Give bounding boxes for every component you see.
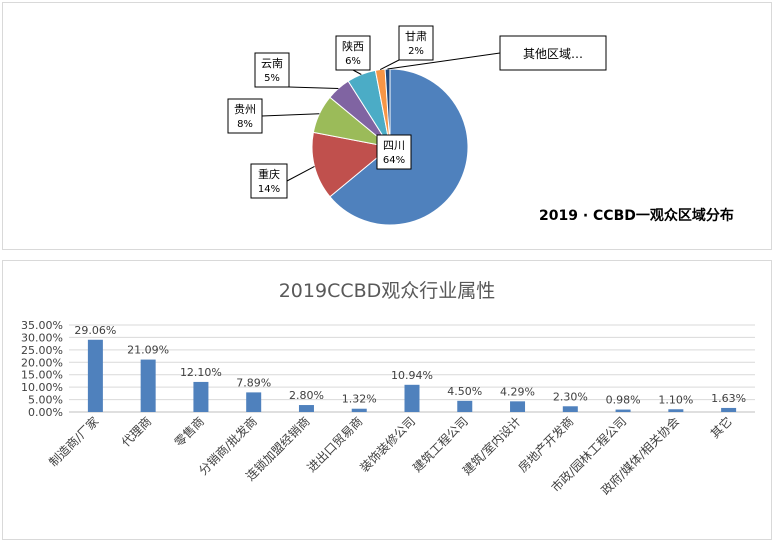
y-tick-label: 20.00% [21, 356, 63, 369]
bar-chart: 2019CCBD观众行业属性 0.00%5.00%10.00%15.00%20.… [21, 280, 755, 498]
bar-value-label: 1.32% [342, 393, 377, 406]
pie-label-value-陕西: 6% [345, 56, 361, 67]
bar-value-label: 0.98% [606, 394, 641, 407]
bar-value-label: 7.89% [236, 376, 271, 389]
pie-label-name-贵州: 贵州 [234, 103, 256, 116]
pie-label-value-重庆: 14% [258, 184, 280, 195]
bar-value-label: 1.10% [658, 393, 693, 406]
x-tick-label: 装饰装修公司 [357, 414, 419, 476]
pie-leader-line-云南 [288, 86, 339, 89]
pie-label-name-重庆: 重庆 [258, 167, 280, 181]
bar-value-label: 12.10% [180, 366, 222, 379]
pie-label-name-陕西: 陕西 [342, 39, 364, 53]
pie-label-name-云南: 云南 [261, 57, 283, 70]
y-tick-label: 10.00% [21, 381, 63, 394]
bar-value-label: 1.63% [711, 392, 746, 405]
y-tick-label: 0.00% [28, 406, 63, 419]
pie-label-box-其他区域- [499, 35, 607, 71]
pie-label-value-四川: 64% [383, 155, 405, 166]
bar-进出口贸易商 [351, 408, 367, 412]
pie-label-name-其他区域-: 其他区域… [523, 47, 583, 61]
pie-label-value-云南: 5% [264, 73, 280, 84]
bar-建筑-室内设计 [510, 401, 526, 412]
pie-chart-title: 2019 · CCBD一观众区域分布 [539, 207, 734, 224]
bar-建筑工程公司 [457, 400, 473, 412]
x-tick-label: 进出口贸易商 [304, 414, 366, 476]
y-tick-label: 15.00% [21, 369, 63, 382]
pie-leader-line-陕西 [352, 69, 362, 75]
pie-leader-line-重庆 [286, 165, 315, 182]
bar-市政-园林工程公司 [615, 409, 631, 412]
pie-chart: 四川 64% 重庆 14% 贵州 8% 云南 5% 陕西 6% 甘肃 2% 其他区域… 2019 · C… [227, 25, 734, 226]
bar-chart-title: 2019CCBD观众行业属性 [279, 280, 496, 302]
bar-政府-媒体-相关协会 [668, 409, 684, 412]
pie-label-value-甘肃: 2% [408, 46, 424, 57]
x-tick-label: 零售商 [171, 414, 207, 450]
bar-代理商 [140, 359, 156, 412]
x-tick-label: 其它 [707, 414, 735, 442]
pie-label-value-贵州: 8% [237, 119, 253, 130]
bar-value-label: 29.06% [74, 324, 116, 337]
pie-chart-panel: 四川 64% 重庆 14% 贵州 8% 云南 5% 陕西 6% 甘肃 2% 其他区域… 2019 · C… [2, 2, 772, 250]
y-tick-label: 25.00% [21, 344, 63, 357]
bar-value-label: 2.30% [553, 390, 588, 403]
bar-value-label: 2.80% [289, 389, 324, 402]
x-tick-label: 代理商 [118, 414, 154, 450]
pie-leader-line-其他区域- [387, 52, 501, 70]
pie-label-box-贵州 [227, 98, 263, 134]
x-tick-label: 制造商/厂家 [46, 414, 102, 470]
y-tick-label: 30.00% [21, 331, 63, 344]
bar-装饰装修公司 [404, 384, 420, 412]
bar-value-label: 21.09% [127, 344, 169, 357]
pie-label-box-云南 [254, 52, 290, 88]
pie-label-name-四川: 四川 [383, 139, 405, 152]
pie-leader-line-贵州 [261, 113, 320, 117]
bar-其它 [721, 407, 737, 412]
pie-label-box-陕西 [335, 35, 371, 71]
bar-value-label: 10.94% [391, 369, 433, 382]
bar-chart-panel: 2019CCBD观众行业属性 0.00% 5.00% 10.00% 15.00% 20.… [2, 260, 772, 540]
pie-label-box-四川 [376, 134, 412, 170]
y-tick-label: 5.00% [28, 394, 63, 407]
bar-分销商-批发商 [246, 392, 262, 412]
bar-value-label: 4.29% [500, 385, 535, 398]
bar-制造商-厂家 [87, 339, 103, 412]
pie-label-box-甘肃 [398, 25, 434, 61]
bar-连锁加盟经销商 [298, 405, 314, 412]
bar-value-label: 4.50% [447, 385, 482, 398]
pie-label-name-甘肃: 甘肃 [405, 30, 427, 43]
pie-leader-line-甘肃 [379, 59, 400, 71]
bar-房地产开发商 [562, 406, 578, 412]
pie-label-box-重庆 [250, 163, 288, 199]
bar-零售商 [193, 381, 209, 412]
y-tick-label: 35.00% [21, 319, 63, 332]
